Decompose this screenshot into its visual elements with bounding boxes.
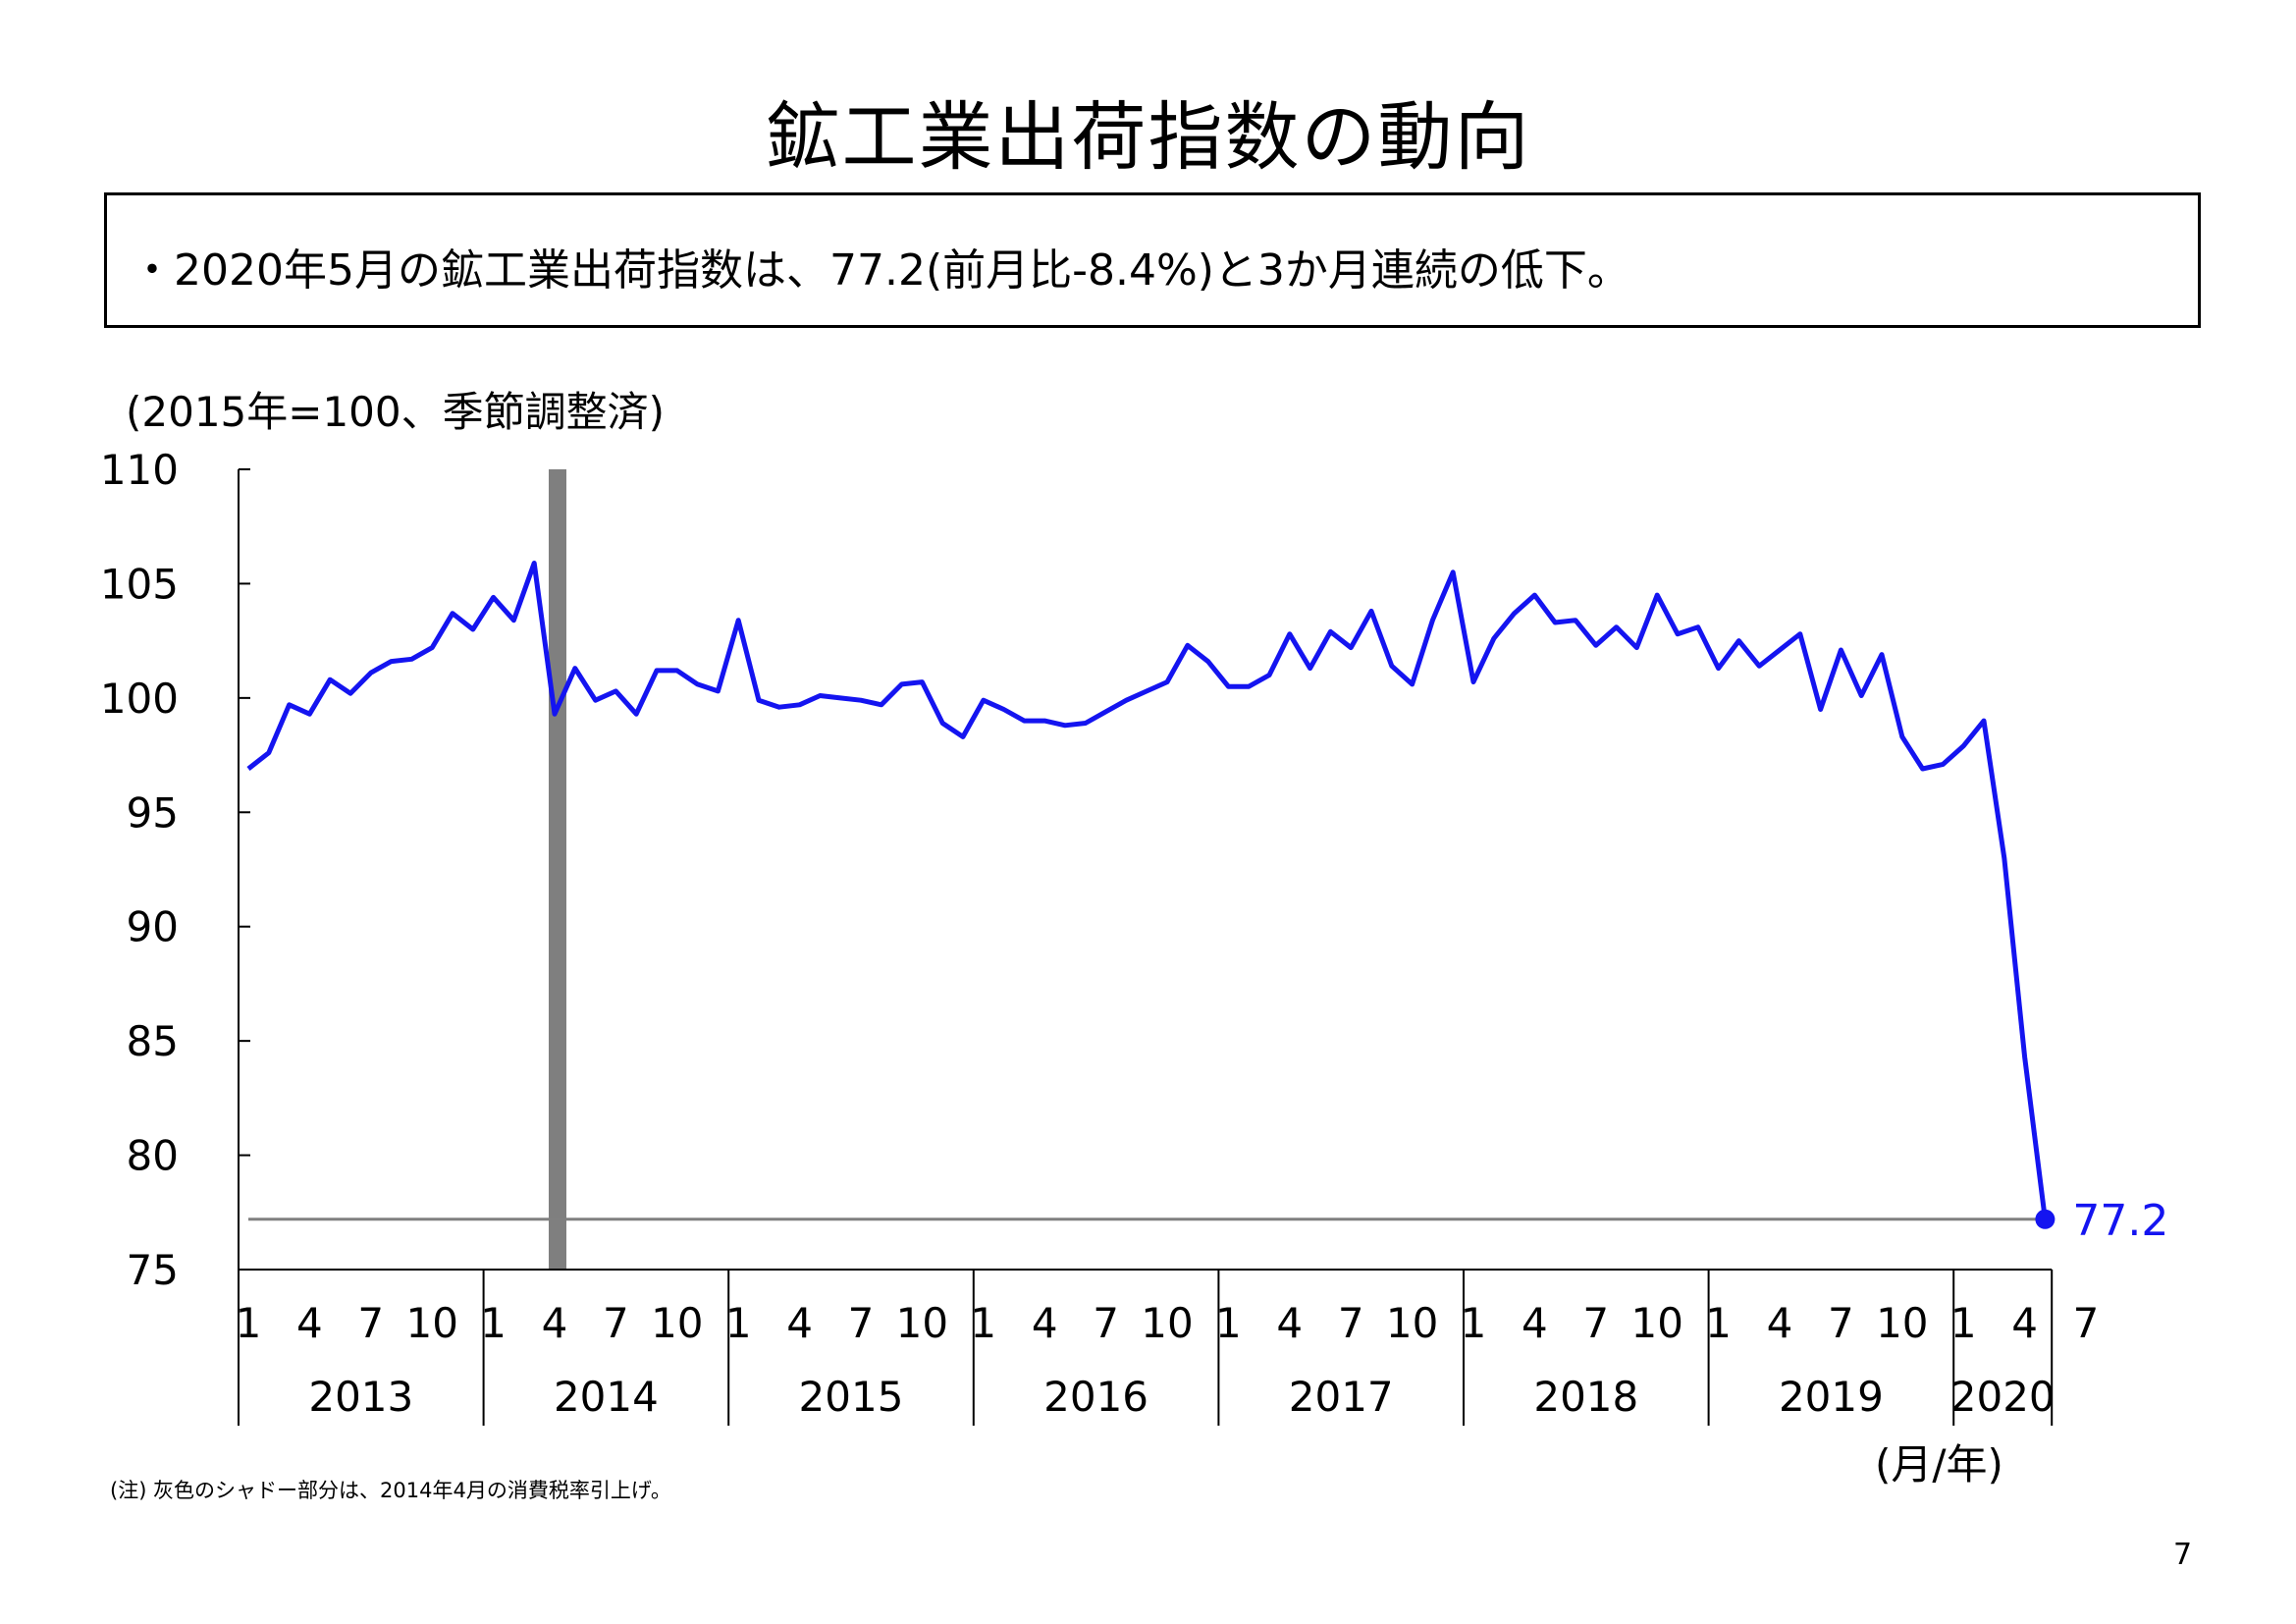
summary-text: ・2020年5月の鉱工業出荷指数は、77.2(前月比-8.4%)と3か月連続の低… xyxy=(131,245,1630,296)
y-tick-label: 75 xyxy=(127,1246,179,1294)
x-month-label: 4 xyxy=(1032,1299,1058,1347)
x-month-label: 7 xyxy=(1828,1299,1854,1347)
last-value-label: 77.2 xyxy=(2072,1196,2168,1246)
x-month-label: 10 xyxy=(651,1299,703,1347)
x-year-label: 2013 xyxy=(308,1373,413,1421)
x-month-label: 1 xyxy=(970,1299,996,1347)
x-month-label: 1 xyxy=(1950,1299,1977,1347)
y-tick-label: 110 xyxy=(100,446,179,494)
tax-hike-shade xyxy=(549,469,566,1270)
y-tick-label: 85 xyxy=(127,1017,179,1065)
x-month-label: 7 xyxy=(1338,1299,1364,1347)
x-month-label: 10 xyxy=(1876,1299,1928,1347)
summary-box: ・2020年5月の鉱工業出荷指数は、77.2(前月比-8.4%)と3か月連続の低… xyxy=(104,192,2201,328)
x-month-label: 4 xyxy=(2011,1299,2038,1347)
x-year-label: 2020 xyxy=(1950,1373,2056,1421)
x-year-label: 2018 xyxy=(1533,1373,1638,1421)
x-month-label: 1 xyxy=(1461,1299,1487,1347)
x-month-label: 4 xyxy=(542,1299,568,1347)
x-month-label: 1 xyxy=(725,1299,752,1347)
x-month-label: 10 xyxy=(896,1299,948,1347)
x-year-label: 2014 xyxy=(554,1373,659,1421)
x-month-label: 1 xyxy=(236,1299,262,1347)
x-month-label: 4 xyxy=(296,1299,323,1347)
x-month-label: 7 xyxy=(357,1299,384,1347)
x-month-label: 4 xyxy=(1276,1299,1303,1347)
x-year-label: 2016 xyxy=(1043,1373,1148,1421)
y-tick-label: 80 xyxy=(127,1132,179,1180)
x-month-label: 7 xyxy=(603,1299,629,1347)
x-month-label: 10 xyxy=(1141,1299,1193,1347)
x-year-label: 2017 xyxy=(1289,1373,1394,1421)
x-month-label: 10 xyxy=(1630,1299,1682,1347)
y-tick-label: 100 xyxy=(100,675,179,723)
shipment-index-line xyxy=(246,561,2048,1220)
x-month-label: 1 xyxy=(1215,1299,1242,1347)
x-month-label: 10 xyxy=(405,1299,457,1347)
x-month-label: 7 xyxy=(2073,1299,2100,1347)
x-axis-unit-label: (月/年) xyxy=(1875,1440,2003,1489)
y-tick-label: 105 xyxy=(100,560,179,608)
x-year-label: 2015 xyxy=(799,1373,904,1421)
x-month-label: 4 xyxy=(1767,1299,1793,1347)
x-month-label: 1 xyxy=(480,1299,507,1347)
x-month-label: 4 xyxy=(786,1299,813,1347)
page-number: 7 xyxy=(2173,1538,2193,1572)
x-month-label: 1 xyxy=(1705,1299,1732,1347)
x-month-label: 10 xyxy=(1386,1299,1438,1347)
x-month-label: 4 xyxy=(1522,1299,1548,1347)
x-month-label: 7 xyxy=(1093,1299,1119,1347)
page-title: 鉱工業出荷指数の動向 xyxy=(765,93,1531,181)
y-tick-label: 90 xyxy=(127,903,179,951)
footnote: (注) 灰色のシャドー部分は、2014年4月の消費税率引上げ。 xyxy=(110,1479,671,1502)
x-month-label: 7 xyxy=(848,1299,875,1347)
x-year-label: 2019 xyxy=(1779,1373,1884,1421)
y-tick-label: 95 xyxy=(127,788,179,837)
x-month-label: 7 xyxy=(1582,1299,1609,1347)
y-axis-unit-label: (2015年=100、季節調整済) xyxy=(126,388,666,436)
last-point-marker xyxy=(2035,1209,2056,1229)
